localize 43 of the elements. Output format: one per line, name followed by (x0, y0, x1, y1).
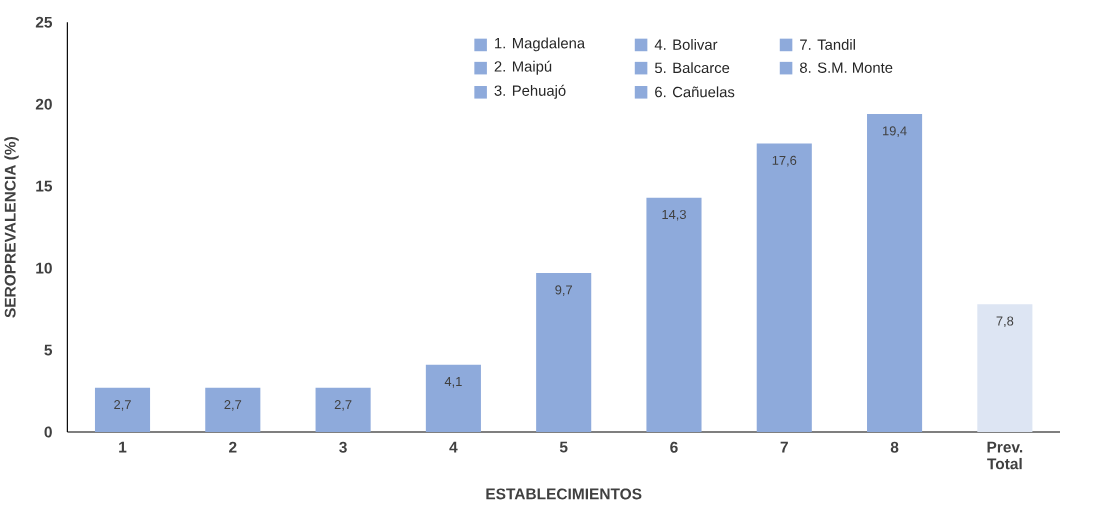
x-axis-title: ESTABLECIMIENTOS (486, 488, 642, 500)
annotation: 1. Magdalena (495, 37, 586, 52)
data-label: 2,7 (114, 400, 131, 411)
y-tick-label: 0 (44, 426, 52, 438)
y-axis-title: SEROPREVALENCIA (%) (4, 137, 19, 318)
annotation: 8. S.M. Monte (800, 62, 893, 74)
bar (425, 364, 481, 433)
data-label: 4,1 (444, 377, 462, 388)
bar (94, 387, 151, 433)
y-tick-label: 20 (35, 98, 52, 110)
bar (205, 387, 261, 433)
data-label: 17,6 (772, 155, 797, 167)
bar (536, 273, 592, 433)
y-tick-label: 5 (44, 344, 53, 356)
x-tick-label: 2 (229, 441, 237, 453)
x-tick-label: 1 (119, 441, 127, 453)
x-tick-label: 5 (559, 441, 568, 453)
data-label: 14,3 (662, 210, 686, 221)
data-label: 7,8 (996, 316, 1014, 328)
x-tick-label: Prev. Total (987, 441, 1023, 470)
data-label: 2,7 (224, 400, 242, 411)
data-label: 19,4 (883, 126, 907, 138)
annotation: 4. Bolivar (654, 39, 718, 51)
annotation: 2. Maipú (494, 60, 552, 75)
y-tick-label: 15 (36, 180, 53, 192)
x-tick-label: 6 (670, 441, 678, 453)
bar (646, 197, 702, 433)
y-tick-label: 10 (36, 262, 52, 274)
bar (756, 143, 812, 433)
annotation: 6. Cañuelas (655, 86, 735, 98)
annotation: 7. Tandil (800, 39, 855, 51)
bar (315, 387, 371, 433)
x-tick-label: 8 (890, 441, 899, 453)
data-label: 9,7 (555, 285, 572, 297)
bar (867, 114, 923, 433)
x-tick-label: 4 (449, 441, 458, 453)
x-tick-label: 7 (780, 441, 788, 453)
annotation: 5. Balcarce (654, 62, 730, 74)
data-label: 2,7 (334, 400, 352, 411)
bar (977, 304, 1033, 433)
x-tick-label: 3 (339, 441, 347, 453)
y-tick-label: 25 (35, 16, 53, 28)
annotation: 3. Pehuajó (494, 84, 566, 99)
